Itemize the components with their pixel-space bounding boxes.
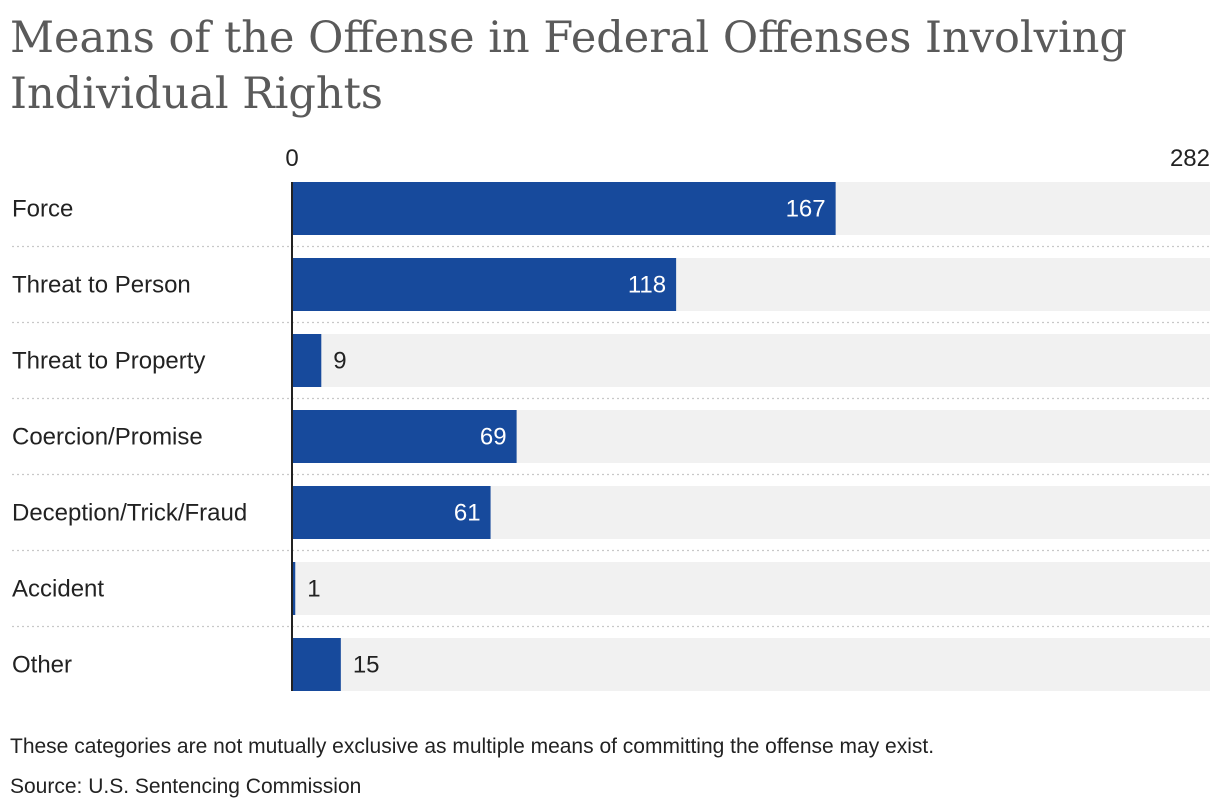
bar: [292, 562, 296, 615]
bar: [292, 182, 836, 235]
category-label: Other: [12, 652, 72, 679]
value-label: 167: [786, 196, 826, 223]
value-label: 118: [628, 272, 666, 299]
category-label: Threat to Person: [12, 272, 191, 299]
category-label: Accident: [12, 576, 104, 603]
bar-track: [292, 638, 1210, 691]
axis-tick-max: 282: [1170, 145, 1210, 172]
bar-row: Threat to Person 118: [12, 258, 1210, 324]
value-label: 9: [333, 348, 346, 375]
bar-row: Other 15: [12, 638, 1210, 691]
value-label: 61: [454, 500, 481, 527]
category-label: Coercion/Promise: [12, 424, 203, 451]
value-label: 15: [353, 652, 380, 679]
category-label: Threat to Property: [12, 348, 205, 375]
bar-row: Accident 1: [12, 562, 1210, 628]
category-label: Deception/Trick/Fraud: [12, 500, 247, 527]
bar-row: Deception/Trick/Fraud 61: [12, 486, 1210, 552]
chart-title: Means of the Offense in Federal Offenses…: [10, 13, 1127, 119]
bar: [292, 258, 677, 311]
chart-source: Source: U.S. Sentencing Commission: [10, 775, 362, 798]
bar: [292, 410, 517, 463]
axis-ticks: 0 282: [285, 145, 1210, 172]
bars-layer: Force 167 Threat to Person 118 Threat to Pro…: [12, 182, 1210, 691]
bar-row: Force 167: [12, 182, 1210, 248]
value-label: 69: [480, 424, 507, 451]
value-label: 1: [307, 576, 320, 603]
bar-row: Threat to Property 9: [12, 334, 1210, 400]
bar: [292, 334, 322, 387]
chart-footnote: These categories are not mutually exclus…: [10, 735, 935, 758]
bar: [292, 638, 341, 691]
bar-track: [292, 334, 1210, 387]
bar-track: [292, 562, 1210, 615]
bar: [292, 486, 491, 539]
category-label: Force: [12, 196, 73, 223]
bar-row: Coercion/Promise 69: [12, 410, 1210, 476]
axis-tick-min: 0: [285, 145, 298, 172]
